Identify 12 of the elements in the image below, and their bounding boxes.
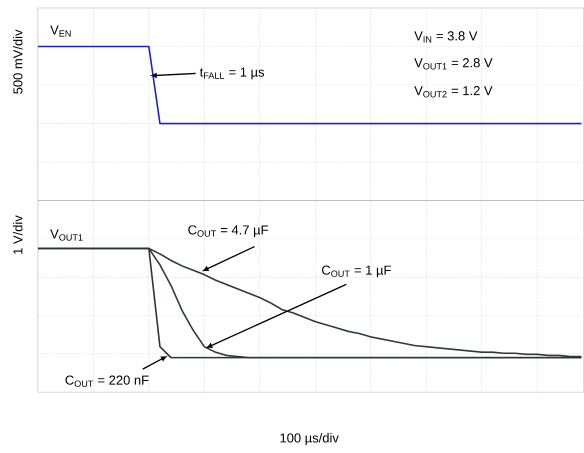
y-axis-title: 500 mV/div — [12, 30, 22, 94]
text: C$_{OUT}$ = 4.7 µF — [188, 225, 268, 238]
text: V$_{IN}$ = 3.8 V — [414, 31, 478, 42]
text: V$_{OUT1}$ — [50, 229, 83, 241]
series-label: V$_{EN}$ — [50, 26, 71, 37]
y-axis-title: 1 V/div — [12, 215, 22, 254]
annotation: t$_{FALL}$ = 1 µs — [200, 68, 264, 80]
annotation: V$_{OUT2}$ = 1.2 V — [414, 86, 493, 98]
annotation: V$_{OUT1}$ = 2.8 V — [414, 58, 493, 70]
x-axis-title: 100 µs/div — [280, 433, 339, 446]
text: C$_{OUT}$ = 220 nF — [66, 376, 149, 387]
annotation: C$_{OUT}$ = 1 µF — [322, 266, 391, 278]
